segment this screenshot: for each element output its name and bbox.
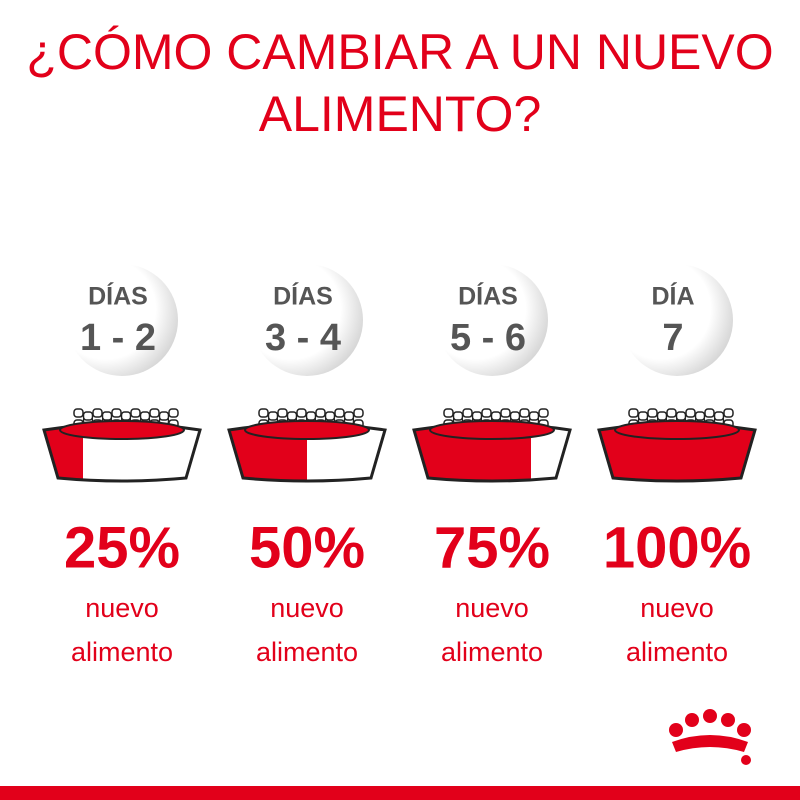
day-circle: [66, 264, 178, 376]
caption: alimento: [441, 637, 543, 667]
percent: 75%: [434, 515, 550, 580]
kibble-piece: [647, 408, 658, 418]
day-label: DÍAS: [458, 282, 518, 311]
kibble-piece: [519, 408, 530, 418]
kibble-piece: [509, 411, 521, 421]
day-range: 1 - 2: [80, 317, 156, 359]
kibble-piece: [168, 408, 179, 418]
kibble-piece: [82, 411, 94, 421]
kibble-piece: [471, 411, 483, 421]
bottom-bar: [0, 786, 800, 800]
kibble-piece: [637, 411, 649, 421]
kibble-piece: [73, 408, 84, 418]
kibble-piece: [656, 411, 668, 421]
logo: [669, 709, 751, 765]
title-line: ¿CÓMO CAMBIAR A UN NUEVO: [26, 24, 773, 80]
kibble-piece: [120, 411, 132, 421]
day-range: 5 - 6: [450, 317, 526, 359]
percent: 50%: [249, 515, 365, 580]
percent: 100%: [603, 515, 751, 580]
kibble-piece: [277, 408, 288, 418]
kibble-piece: [675, 411, 687, 421]
kibble-piece: [723, 408, 734, 418]
kibble-piece: [481, 408, 492, 418]
kibble-piece: [139, 411, 151, 421]
kibble-piece: [462, 408, 473, 418]
kibble-piece: [353, 408, 364, 418]
kibble-piece: [628, 408, 639, 418]
day-range: 3 - 4: [265, 317, 341, 359]
kibble-piece: [490, 411, 502, 421]
caption: alimento: [256, 637, 358, 667]
caption: nuevo: [640, 593, 714, 623]
kibble-piece: [286, 411, 298, 421]
kibble-piece: [713, 411, 725, 421]
kibble-piece: [334, 408, 345, 418]
caption: alimento: [626, 637, 728, 667]
day-label: DÍAS: [88, 282, 148, 311]
kibble-piece: [267, 411, 279, 421]
percent: 25%: [64, 515, 180, 580]
day-circle: [436, 264, 548, 376]
kibble-piece: [666, 408, 677, 418]
kibble-piece: [538, 408, 549, 418]
day-circle: [251, 264, 363, 376]
kibble-piece: [500, 408, 511, 418]
day-label: DÍA: [651, 282, 694, 311]
kibble-piece: [443, 408, 454, 418]
bowl-rim: [614, 420, 740, 440]
kibble-piece: [324, 411, 336, 421]
kibble-piece: [694, 411, 706, 421]
kibble-piece: [92, 408, 103, 418]
day-circle: [621, 264, 733, 376]
kibble-piece: [111, 408, 122, 418]
kibble-piece: [258, 408, 269, 418]
kibble-piece: [685, 408, 696, 418]
kibble-piece: [130, 408, 141, 418]
kibble-piece: [452, 411, 464, 421]
caption: alimento: [71, 637, 173, 667]
caption: nuevo: [85, 593, 159, 623]
kibble-piece: [343, 411, 355, 421]
kibble-piece: [528, 411, 540, 421]
day-label: DÍAS: [273, 282, 333, 311]
caption: nuevo: [455, 593, 529, 623]
kibble-piece: [101, 411, 113, 421]
kibble-piece: [158, 411, 170, 421]
day-range: 7: [662, 317, 683, 359]
bowl-rim: [244, 420, 370, 440]
kibble-piece: [305, 411, 317, 421]
bowl-rim: [59, 420, 185, 440]
title-line: ALIMENTO?: [259, 86, 542, 142]
kibble-piece: [296, 408, 307, 418]
kibble-piece: [149, 408, 160, 418]
kibble-piece: [315, 408, 326, 418]
caption: nuevo: [270, 593, 344, 623]
kibble-piece: [704, 408, 715, 418]
bowl-rim: [429, 420, 555, 440]
